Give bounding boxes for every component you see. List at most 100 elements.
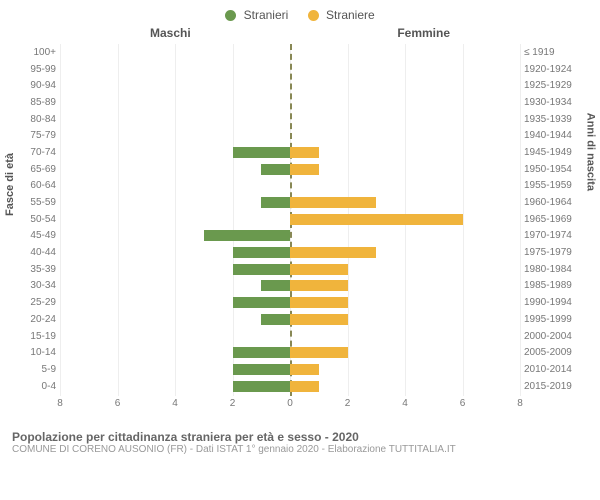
age-label: 85-89 [12,97,56,108]
chart-rows: 100+≤ 191995-991920-192490-941925-192985… [60,44,520,396]
bar-container [60,94,520,111]
bar-female [290,197,376,208]
birth-label: 2000-2004 [524,331,588,342]
bar-container [60,144,520,161]
birth-label: 1990-1994 [524,297,588,308]
bar-container [60,278,520,295]
chart-row: 45-491970-1974 [60,228,520,245]
header-left: Maschi [150,26,191,40]
age-label: 95-99 [12,64,56,75]
age-label: 40-44 [12,247,56,258]
age-label: 75-79 [12,130,56,141]
footer: Popolazione per cittadinanza straniera p… [0,426,600,455]
bar-container [60,111,520,128]
age-label: 80-84 [12,114,56,125]
chart-row: 0-42015-2019 [60,378,520,395]
legend-male: Stranieri [225,8,288,22]
birth-label: 2005-2009 [524,347,588,358]
chart: Maschi Femmine Fasce di età Anni di nasc… [10,26,590,426]
bar-male [233,297,291,308]
birth-label: 1925-1929 [524,80,588,91]
x-tick: 4 [402,398,408,409]
x-tick: 8 [517,398,523,409]
bar-female [290,214,463,225]
bar-container [60,344,520,361]
chart-row: 10-142005-2009 [60,344,520,361]
legend: Stranieri Straniere [0,0,600,26]
bar-container [60,211,520,228]
birth-label: 1965-1969 [524,214,588,225]
chart-row: 35-391980-1984 [60,261,520,278]
bar-male [233,381,291,392]
birth-label: 1975-1979 [524,247,588,258]
age-label: 50-54 [12,214,56,225]
bar-container [60,61,520,78]
chart-row: 70-741945-1949 [60,144,520,161]
bar-container [60,294,520,311]
birth-label: 1985-1989 [524,280,588,291]
bar-container [60,328,520,345]
birth-label: 1970-1974 [524,230,588,241]
birth-label: 1945-1949 [524,147,588,158]
header-right: Femmine [397,26,450,40]
x-axis: 864202468 [60,398,520,414]
bar-container [60,261,520,278]
age-label: 20-24 [12,314,56,325]
birth-label: 2010-2014 [524,364,588,375]
bar-female [290,314,348,325]
bar-female [290,264,348,275]
bar-male [233,364,291,375]
bar-container [60,244,520,261]
chart-row: 75-791940-1944 [60,127,520,144]
age-label: 45-49 [12,230,56,241]
birth-label: 1930-1934 [524,97,588,108]
chart-row: 85-891930-1934 [60,94,520,111]
age-label: 35-39 [12,264,56,275]
chart-row: 65-691950-1954 [60,161,520,178]
age-label: 100+ [12,47,56,58]
age-label: 90-94 [12,80,56,91]
age-label: 55-59 [12,197,56,208]
bar-container [60,194,520,211]
legend-female-label: Straniere [326,8,375,22]
chart-row: 40-441975-1979 [60,244,520,261]
birth-label: 1920-1924 [524,64,588,75]
chart-row: 30-341985-1989 [60,278,520,295]
bar-female [290,147,319,158]
bar-male [233,247,291,258]
chart-row: 95-991920-1924 [60,61,520,78]
birth-label: 1980-1984 [524,264,588,275]
age-label: 0-4 [12,381,56,392]
bar-male [261,280,290,291]
x-tick: 6 [460,398,466,409]
chart-row: 90-941925-1929 [60,77,520,94]
birth-label: 1955-1959 [524,180,588,191]
chart-row: 55-591960-1964 [60,194,520,211]
bar-female [290,297,348,308]
bar-container [60,378,520,395]
bar-container [60,311,520,328]
age-label: 60-64 [12,180,56,191]
age-label: 10-14 [12,347,56,358]
bar-container [60,161,520,178]
bar-male [233,347,291,358]
bar-female [290,347,348,358]
birth-label: ≤ 1919 [524,47,588,58]
bar-female [290,280,348,291]
x-tick: 6 [115,398,121,409]
age-label: 65-69 [12,164,56,175]
bar-male [261,164,290,175]
age-label: 30-34 [12,280,56,291]
age-label: 70-74 [12,147,56,158]
age-label: 25-29 [12,297,56,308]
x-tick: 2 [345,398,351,409]
bar-container [60,127,520,144]
age-label: 15-19 [12,331,56,342]
x-tick: 8 [57,398,63,409]
x-tick: 4 [172,398,178,409]
bar-container [60,44,520,61]
bar-female [290,364,319,375]
legend-male-swatch [225,10,236,21]
legend-male-label: Stranieri [244,8,289,22]
birth-label: 1995-1999 [524,314,588,325]
